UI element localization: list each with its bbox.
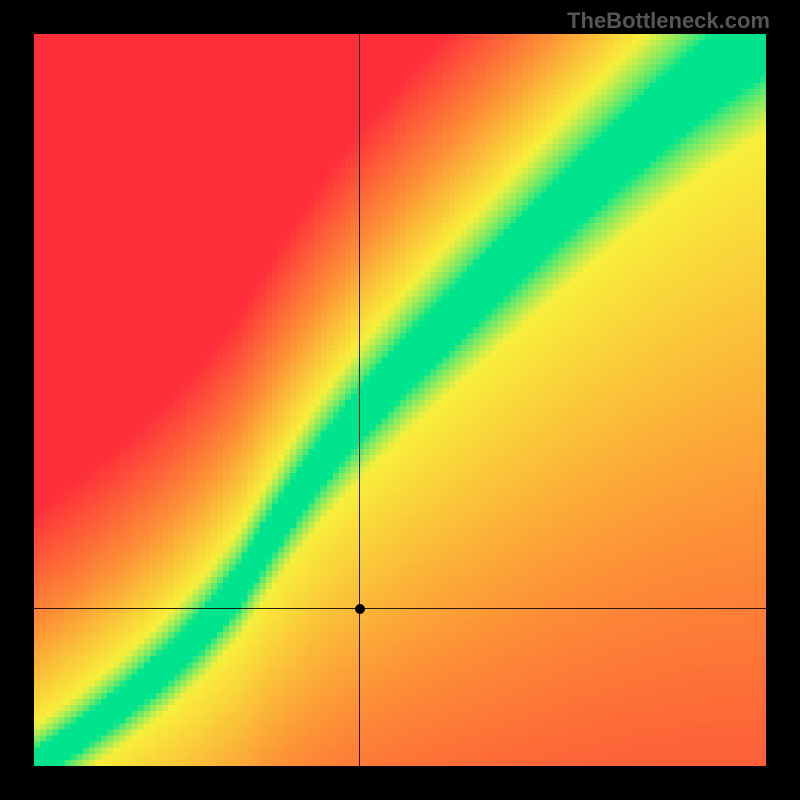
crosshair-horizontal (34, 608, 766, 609)
crosshair-marker (355, 604, 365, 614)
bottleneck-heatmap (34, 34, 766, 766)
watermark-text: TheBottleneck.com (567, 8, 770, 34)
crosshair-vertical (359, 34, 360, 766)
chart-container: { "watermark": { "text": "TheBottleneck.… (0, 0, 800, 800)
